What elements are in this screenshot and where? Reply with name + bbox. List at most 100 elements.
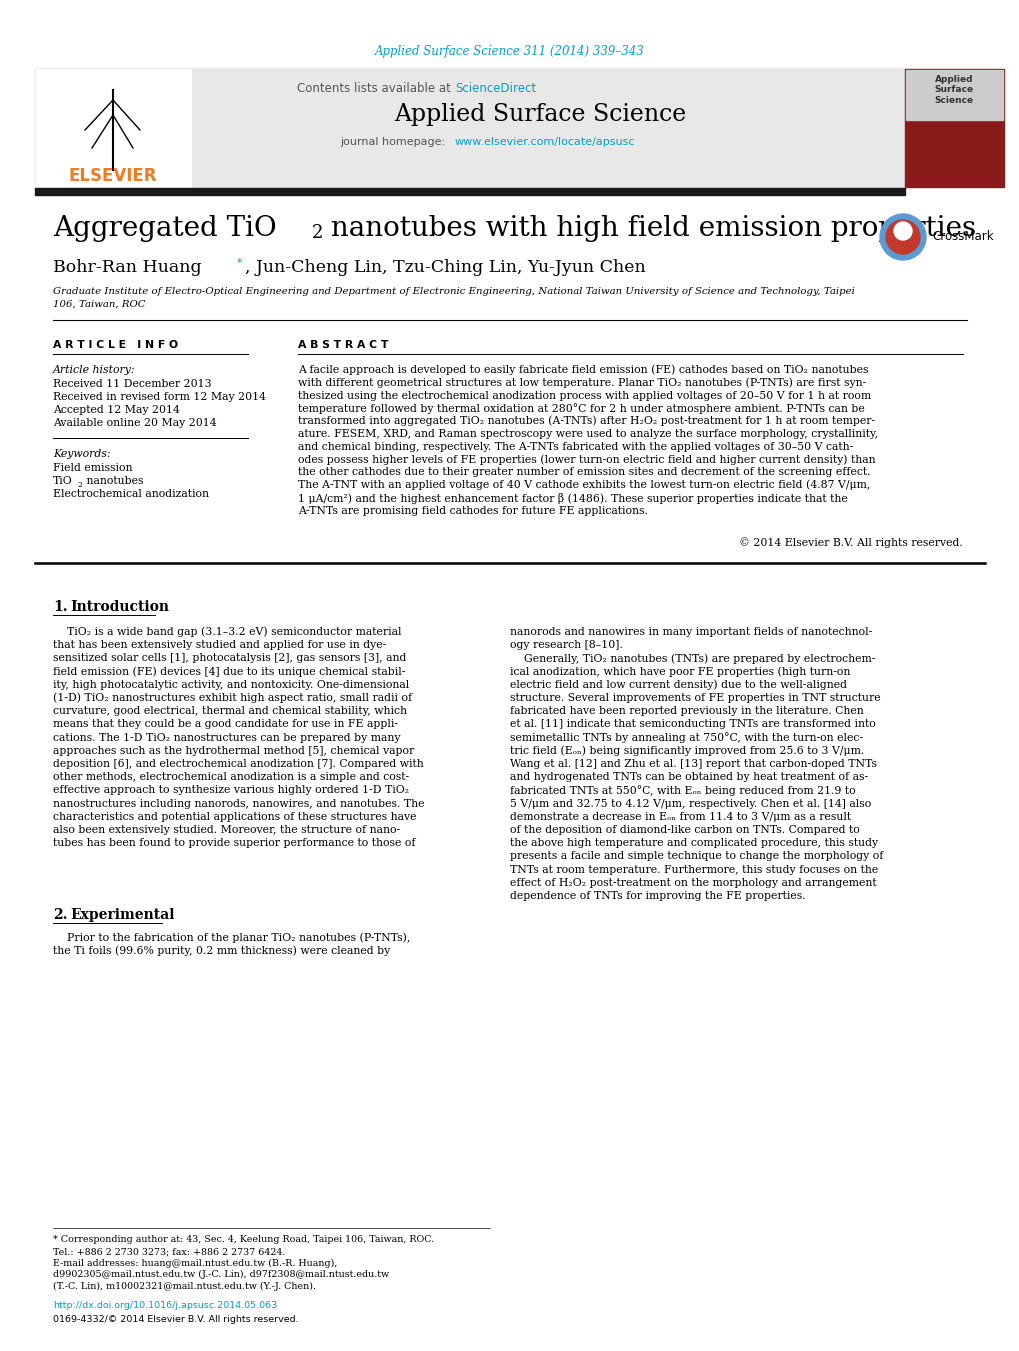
Text: 2.: 2. <box>53 908 67 921</box>
Text: A B S T R A C T: A B S T R A C T <box>298 340 388 350</box>
Text: means that they could be a good candidate for use in FE appli-: means that they could be a good candidat… <box>53 719 397 730</box>
Text: A facile approach is developed to easily fabricate field emission (FE) cathodes : A facile approach is developed to easily… <box>298 365 867 376</box>
Text: Electrochemical anodization: Electrochemical anodization <box>53 489 209 499</box>
Text: of the deposition of diamond-like carbon on TNTs. Compared to: of the deposition of diamond-like carbon… <box>510 825 859 835</box>
Text: and chemical binding, respectively. The A-TNTs fabricated with the applied volta: and chemical binding, respectively. The … <box>298 442 853 451</box>
Text: 2: 2 <box>312 224 323 242</box>
Text: TiO₂ is a wide band gap (3.1–3.2 eV) semiconductor material: TiO₂ is a wide band gap (3.1–3.2 eV) sem… <box>53 627 401 638</box>
Text: fabricated have been reported previously in the literature. Chen: fabricated have been reported previously… <box>510 707 863 716</box>
Text: nanotubes with high field emission properties: nanotubes with high field emission prope… <box>322 215 975 242</box>
Text: effect of H₂O₂ post-treatment on the morphology and arrangement: effect of H₂O₂ post-treatment on the mor… <box>510 878 875 888</box>
Text: with different geometrical structures at low temperature. Planar TiO₂ nanotubes : with different geometrical structures at… <box>298 377 865 388</box>
Circle shape <box>886 220 919 254</box>
Text: The A-TNT with an applied voltage of 40 V cathode exhibits the lowest turn-on el: The A-TNT with an applied voltage of 40 … <box>298 480 869 490</box>
Text: Bohr-Ran Huang: Bohr-Ran Huang <box>53 259 202 277</box>
Text: odes possess higher levels of FE properties (lower turn-on electric field and hi: odes possess higher levels of FE propert… <box>298 454 874 465</box>
Text: nanostructures including nanorods, nanowires, and nanotubes. The: nanostructures including nanorods, nanow… <box>53 798 424 809</box>
Text: and hydrogenated TNTs can be obtained by heat treatment of as-: and hydrogenated TNTs can be obtained by… <box>510 773 867 782</box>
Text: Applied
Surface
Science: Applied Surface Science <box>933 76 972 105</box>
Text: journal homepage:: journal homepage: <box>339 136 448 147</box>
Text: Contents lists available at: Contents lists available at <box>298 81 454 95</box>
Text: (1-D) TiO₂ nanostructures exhibit high aspect ratio, small radii of: (1-D) TiO₂ nanostructures exhibit high a… <box>53 693 412 704</box>
Text: Field emission: Field emission <box>53 463 132 473</box>
Text: also been extensively studied. Moreover, the structure of nano-: also been extensively studied. Moreover,… <box>53 825 399 835</box>
Text: 2: 2 <box>76 481 82 489</box>
Text: Tel.: +886 2 2730 3273; fax: +886 2 2737 6424.: Tel.: +886 2 2730 3273; fax: +886 2 2737… <box>53 1247 285 1256</box>
Text: http://dx.doi.org/10.1016/j.apsusc.2014.05.063: http://dx.doi.org/10.1016/j.apsusc.2014.… <box>53 1301 277 1310</box>
Text: electric field and low current density) due to the well-aligned: electric field and low current density) … <box>510 680 846 690</box>
Text: Keywords:: Keywords: <box>53 449 110 459</box>
Text: dependence of TNTs for improving the FE properties.: dependence of TNTs for improving the FE … <box>510 892 805 901</box>
Text: the Ti foils (99.6% purity, 0.2 mm thickness) were cleaned by: the Ti foils (99.6% purity, 0.2 mm thick… <box>53 946 390 957</box>
Text: Experimental: Experimental <box>70 908 174 921</box>
Text: field emission (FE) devices [4] due to its unique chemical stabil-: field emission (FE) devices [4] due to i… <box>53 666 405 677</box>
Text: d9902305@mail.ntust.edu.tw (J.-C. Lin), d97f2308@mail.ntust.edu.tw: d9902305@mail.ntust.edu.tw (J.-C. Lin), … <box>53 1270 388 1279</box>
Text: semimetallic TNTs by annealing at 750°C, with the turn-on elec-: semimetallic TNTs by annealing at 750°C,… <box>510 732 862 743</box>
Text: *: * <box>236 258 243 267</box>
Text: * Corresponding author at: 43, Sec. 4, Keelung Road, Taipei 106, Taiwan, ROC.: * Corresponding author at: 43, Sec. 4, K… <box>53 1236 434 1244</box>
Text: TiO: TiO <box>53 476 72 486</box>
Text: A R T I C L E   I N F O: A R T I C L E I N F O <box>53 340 178 350</box>
Text: Article history:: Article history: <box>53 365 136 376</box>
Text: Received in revised form 12 May 2014: Received in revised form 12 May 2014 <box>53 392 266 403</box>
Text: the above high temperature and complicated procedure, this study: the above high temperature and complicat… <box>510 838 877 848</box>
Text: , Jun-Cheng Lin, Tzu-Ching Lin, Yu-Jyun Chen: , Jun-Cheng Lin, Tzu-Ching Lin, Yu-Jyun … <box>245 259 645 277</box>
Bar <box>36 69 191 186</box>
Text: 0169-4332/© 2014 Elsevier B.V. All rights reserved.: 0169-4332/© 2014 Elsevier B.V. All right… <box>53 1316 299 1324</box>
Text: tubes has been found to provide superior performance to those of: tubes has been found to provide superior… <box>53 838 415 848</box>
Text: TNTs at room temperature. Furthermore, this study focuses on the: TNTs at room temperature. Furthermore, t… <box>510 865 877 874</box>
Text: Prior to the fabrication of the planar TiO₂ nanotubes (P-TNTs),: Prior to the fabrication of the planar T… <box>53 932 410 943</box>
Text: nanotubes: nanotubes <box>83 476 144 486</box>
Circle shape <box>879 213 925 259</box>
Text: tric field (Eₒₙ) being significantly improved from 25.6 to 3 V/μm.: tric field (Eₒₙ) being significantly imp… <box>510 746 863 757</box>
Text: demonstrate a decrease in Eₒₙ from 11.4 to 3 V/μm as a result: demonstrate a decrease in Eₒₙ from 11.4 … <box>510 812 850 821</box>
Bar <box>35 68 904 188</box>
Text: 1 μA/cm²) and the highest enhancement factor β (1486). These superior properties: 1 μA/cm²) and the highest enhancement fa… <box>298 493 847 504</box>
Text: Available online 20 May 2014: Available online 20 May 2014 <box>53 417 216 428</box>
Text: Received 11 December 2013: Received 11 December 2013 <box>53 380 211 389</box>
Text: approaches such as the hydrothermal method [5], chemical vapor: approaches such as the hydrothermal meth… <box>53 746 414 755</box>
Text: cations. The 1-D TiO₂ nanostructures can be prepared by many: cations. The 1-D TiO₂ nanostructures can… <box>53 732 400 743</box>
Text: Accepted 12 May 2014: Accepted 12 May 2014 <box>53 405 179 415</box>
Text: 106, Taiwan, ROC: 106, Taiwan, ROC <box>53 300 146 308</box>
Text: (T.-C. Lin), m10002321@mail.ntust.edu.tw (Y.-J. Chen).: (T.-C. Lin), m10002321@mail.ntust.edu.tw… <box>53 1282 316 1290</box>
Text: other methods, electrochemical anodization is a simple and cost-: other methods, electrochemical anodizati… <box>53 773 409 782</box>
Text: nanorods and nanowires in many important fields of nanotechnol-: nanorods and nanowires in many important… <box>510 627 871 638</box>
Text: thesized using the electrochemical anodization process with applied voltages of : thesized using the electrochemical anodi… <box>298 390 870 401</box>
Text: structure. Several improvements of FE properties in TNT structure: structure. Several improvements of FE pr… <box>510 693 879 703</box>
Text: CrossMark: CrossMark <box>931 231 993 243</box>
Text: 1.: 1. <box>53 600 67 613</box>
Text: that has been extensively studied and applied for use in dye-: that has been extensively studied and ap… <box>53 640 386 650</box>
Text: sensitized solar cells [1], photocatalysis [2], gas sensors [3], and: sensitized solar cells [1], photocatalys… <box>53 654 406 663</box>
Text: A-TNTs are promising field cathodes for future FE applications.: A-TNTs are promising field cathodes for … <box>298 505 647 516</box>
Text: Aggregated TiO: Aggregated TiO <box>53 215 276 242</box>
Text: ity, high photocatalytic activity, and nontoxicity. One-dimensional: ity, high photocatalytic activity, and n… <box>53 680 409 690</box>
Text: E-mail addresses: huang@mail.ntust.edu.tw (B.-R. Huang),: E-mail addresses: huang@mail.ntust.edu.t… <box>53 1258 337 1267</box>
Text: curvature, good electrical, thermal and chemical stability, which: curvature, good electrical, thermal and … <box>53 707 407 716</box>
Text: Introduction: Introduction <box>70 600 169 613</box>
Text: ogy research [8–10].: ogy research [8–10]. <box>510 640 623 650</box>
Text: transformed into aggregated TiO₂ nanotubes (A-TNTs) after H₂O₂ post-treatment fo: transformed into aggregated TiO₂ nanotub… <box>298 416 874 427</box>
Text: et al. [11] indicate that semiconducting TNTs are transformed into: et al. [11] indicate that semiconducting… <box>510 719 875 730</box>
Bar <box>35 188 904 195</box>
Text: 5 V/μm and 32.75 to 4.12 V/μm, respectively. Chen et al. [14] also: 5 V/μm and 32.75 to 4.12 V/μm, respectiv… <box>510 798 870 809</box>
Text: temperature followed by thermal oxidation at 280°C for 2 h under atmosphere ambi: temperature followed by thermal oxidatio… <box>298 403 864 413</box>
Text: Applied Surface Science: Applied Surface Science <box>393 104 686 127</box>
Text: ature. FESEM, XRD, and Raman spectroscopy were used to analyze the surface morph: ature. FESEM, XRD, and Raman spectroscop… <box>298 430 877 439</box>
Text: effective approach to synthesize various highly ordered 1-D TiO₂: effective approach to synthesize various… <box>53 785 409 796</box>
Text: www.elsevier.com/locate/apsusc: www.elsevier.com/locate/apsusc <box>454 136 635 147</box>
Text: Wang et al. [12] and Zhu et al. [13] report that carbon-doped TNTs: Wang et al. [12] and Zhu et al. [13] rep… <box>510 759 876 769</box>
Circle shape <box>893 222 911 240</box>
Text: ScienceDirect: ScienceDirect <box>454 81 536 95</box>
Text: ELSEVIER: ELSEVIER <box>68 168 157 185</box>
Text: the other cathodes due to their greater number of emission sites and decrement o: the other cathodes due to their greater … <box>298 467 869 477</box>
Text: © 2014 Elsevier B.V. All rights reserved.: © 2014 Elsevier B.V. All rights reserved… <box>739 538 962 549</box>
Text: deposition [6], and electrochemical anodization [7]. Compared with: deposition [6], and electrochemical anod… <box>53 759 423 769</box>
Text: fabricated TNTs at 550°C, with Eₒₙ being reduced from 21.9 to: fabricated TNTs at 550°C, with Eₒₙ being… <box>510 785 855 796</box>
Text: Applied Surface Science 311 (2014) 339–343: Applied Surface Science 311 (2014) 339–3… <box>375 46 644 58</box>
Text: Generally, TiO₂ nanotubes (TNTs) are prepared by electrochem-: Generally, TiO₂ nanotubes (TNTs) are pre… <box>510 653 874 663</box>
Bar <box>904 69 1003 186</box>
Text: presents a facile and simple technique to change the morphology of: presents a facile and simple technique t… <box>510 851 882 862</box>
Text: characteristics and potential applications of these structures have: characteristics and potential applicatio… <box>53 812 416 821</box>
Text: Graduate Institute of Electro-Optical Engineering and Department of Electronic E: Graduate Institute of Electro-Optical En… <box>53 286 854 296</box>
